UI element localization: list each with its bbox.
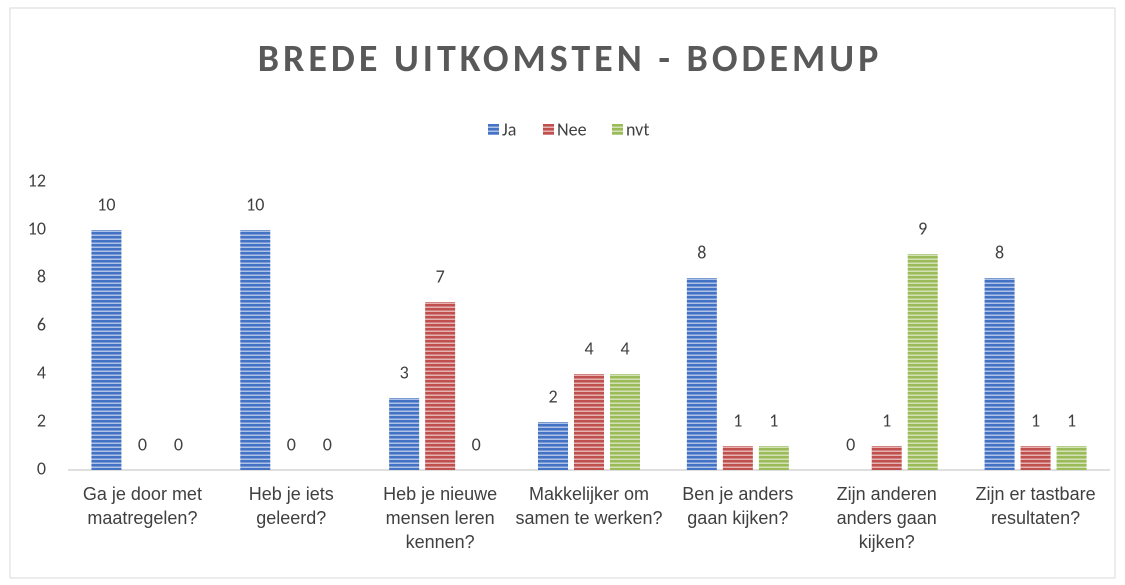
data-label: 0 xyxy=(323,433,332,455)
data-label: 1 xyxy=(1031,409,1040,431)
y-tick-label: 10 xyxy=(28,217,46,239)
bar xyxy=(389,398,420,470)
bar xyxy=(984,278,1015,470)
x-tick-label: Ga je door met maatregelen? xyxy=(82,484,202,528)
bar xyxy=(538,422,568,470)
bar xyxy=(91,230,122,470)
legend-swatch xyxy=(543,124,554,135)
bar xyxy=(1056,446,1087,470)
bar xyxy=(425,302,456,470)
y-tick-label: 8 xyxy=(37,265,46,287)
data-label: 0 xyxy=(174,433,183,455)
legend-swatch xyxy=(488,124,499,135)
bar xyxy=(574,374,604,470)
data-label: 0 xyxy=(846,433,855,455)
x-tick-label: Heb je iets geleerd? xyxy=(248,484,334,528)
bar xyxy=(1020,446,1051,470)
data-label: 1 xyxy=(733,409,742,431)
y-tick-label: 12 xyxy=(28,169,46,191)
bar xyxy=(686,278,717,470)
data-label: 10 xyxy=(97,193,115,215)
x-tick-label-box: Makkelijker om samen te werken? xyxy=(515,484,663,528)
bar xyxy=(758,446,789,470)
y-tick-label: 4 xyxy=(37,361,46,383)
x-tick-label: Zijn anderen anders gaan kijken? xyxy=(836,484,937,552)
data-label: 9 xyxy=(918,217,927,239)
data-label: 1 xyxy=(1067,409,1076,431)
legend-label: Ja xyxy=(502,118,516,140)
x-tick-label-box: Heb je iets geleerd? xyxy=(248,484,334,528)
data-label: 8 xyxy=(995,241,1004,263)
data-label: 0 xyxy=(287,433,296,455)
data-label: 2 xyxy=(548,385,557,407)
data-label: 0 xyxy=(138,433,147,455)
bar xyxy=(722,446,753,470)
x-tick-label: Makkelijker om samen te werken? xyxy=(515,484,663,528)
x-tick-label-box: Heb je nieuwe mensen leren kennen? xyxy=(383,484,498,552)
x-tick-label-box: Zijn er tastbare resultaten? xyxy=(975,484,1096,528)
bar xyxy=(240,230,271,470)
x-tick-label-box: Ben je anders gaan kijken? xyxy=(682,484,794,528)
bar xyxy=(871,446,902,470)
chart-title: BREDE UITKOMSTEN - BODEMUP xyxy=(258,36,883,82)
bar xyxy=(907,254,938,470)
y-tick-label: 0 xyxy=(37,457,46,479)
data-label: 1 xyxy=(882,409,891,431)
data-label: 10 xyxy=(246,193,264,215)
x-tick-label-box: Zijn anderen anders gaan kijken? xyxy=(836,484,937,552)
y-tick-label: 6 xyxy=(37,313,46,335)
x-tick-label: Zijn er tastbare resultaten? xyxy=(975,484,1096,528)
legend-label: Nee xyxy=(557,118,587,140)
data-label: 1 xyxy=(769,409,778,431)
legend-swatch xyxy=(612,124,623,135)
data-label: 4 xyxy=(620,337,629,359)
x-tick-label-box: Ga je door met maatregelen? xyxy=(82,484,202,528)
data-label: 0 xyxy=(472,433,481,455)
data-label: 3 xyxy=(400,361,409,383)
data-label: 7 xyxy=(436,265,445,287)
data-label: 4 xyxy=(584,337,593,359)
y-tick-label: 2 xyxy=(37,409,46,431)
bar xyxy=(610,374,640,470)
x-tick-label: Ben je anders gaan kijken? xyxy=(682,484,794,528)
data-label: 8 xyxy=(697,241,706,263)
x-tick-label: Heb je nieuwe mensen leren kennen? xyxy=(383,484,498,552)
legend-label: nvt xyxy=(626,118,649,140)
